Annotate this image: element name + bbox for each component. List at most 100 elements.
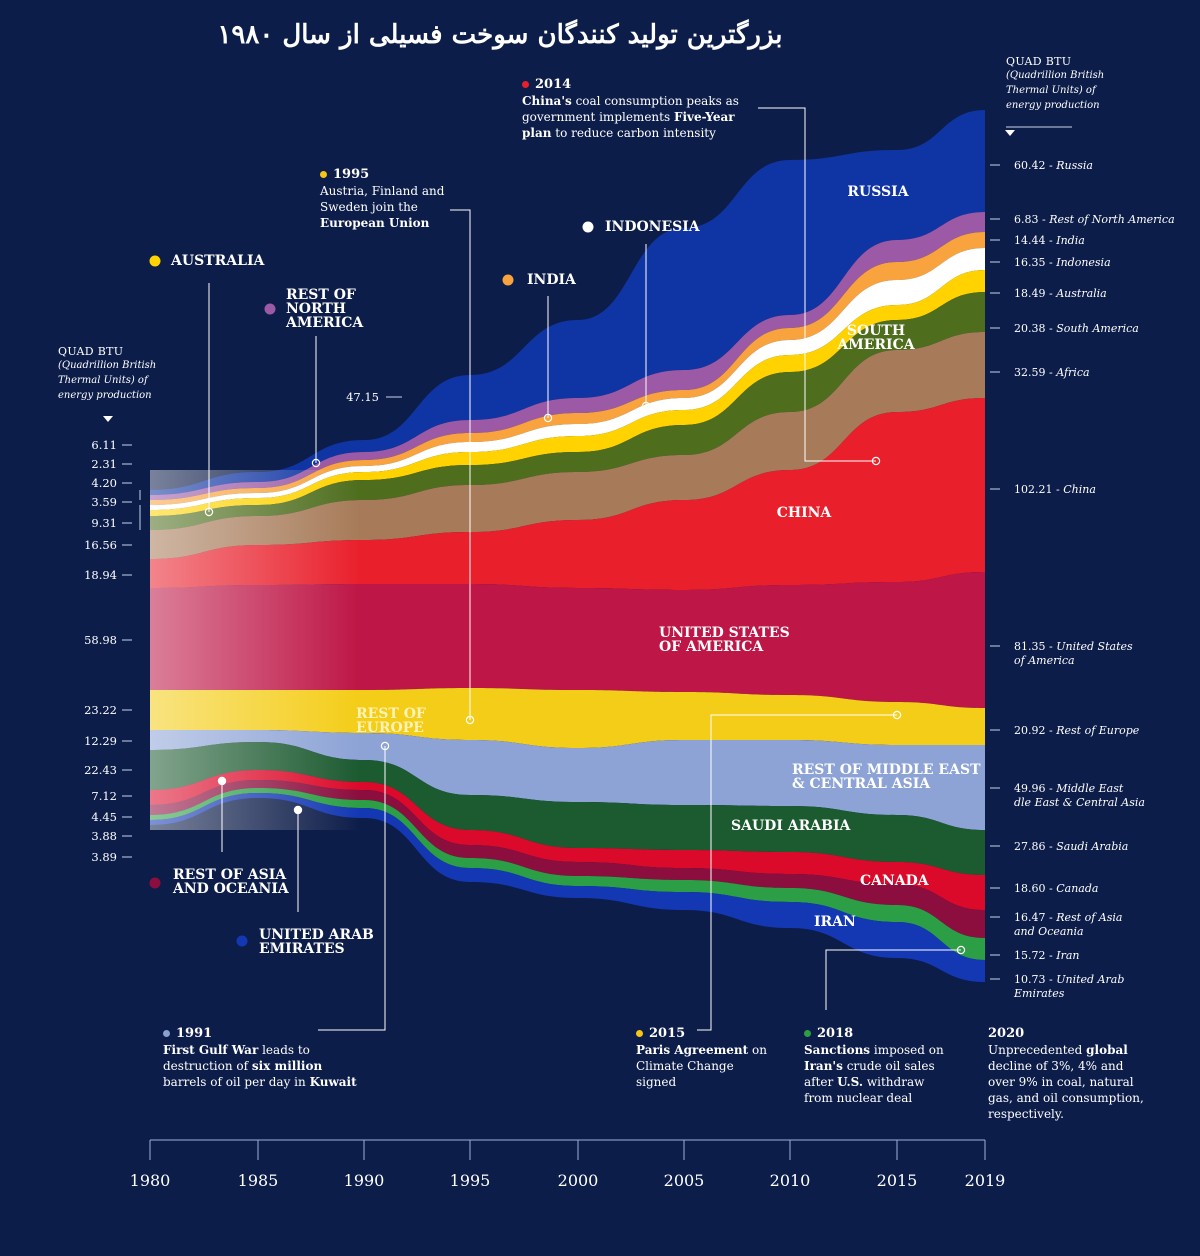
- left-value-africa: 16.56: [84, 538, 117, 552]
- leader-1991-endpoint: [380, 741, 390, 751]
- left-value-iran: 3.88: [91, 829, 117, 843]
- series-label-india: INDIA: [527, 272, 577, 288]
- series-label-uae: UNITED ARAB EMIRATES: [259, 927, 374, 957]
- right-value-rest_me: 49.96 - Middle East dle East & Central As…: [1014, 782, 1145, 809]
- right-unit-heading: QUAD BTU (Quadrillion British Thermal Un…: [1006, 55, 1116, 113]
- right-value-rest_eu: 20.92 - Rest of Europe: [1014, 724, 1140, 737]
- leader-rest-asia-endpoint: [217, 776, 227, 786]
- annotation-dot: [804, 1030, 811, 1037]
- left-value-indonesia: 4.20: [91, 476, 117, 490]
- annotation-dot: [522, 81, 529, 88]
- annotation-year: 1995: [333, 167, 370, 182]
- legend-dot-indonesia: [582, 221, 594, 233]
- annotation-text: First Gulf War leads to destruction of s…: [163, 1043, 357, 1089]
- leader-lines: [204, 107, 966, 1031]
- right-unit-desc: (Quadrillion British Thermal Units) of e…: [1006, 70, 1105, 111]
- legend-dot-rest_na: [264, 303, 276, 315]
- left-value-australia: 3.59: [91, 495, 117, 509]
- right-value-rest_asia: 16.47 - Rest of Asia and Oceania: [1014, 911, 1122, 938]
- series-label-south_america: SOUTH AMERICA: [836, 323, 915, 353]
- left-value-canada: 7.12: [91, 789, 117, 803]
- annotation-year: 2018: [817, 1026, 854, 1041]
- early-years-fade: [150, 470, 360, 830]
- left-value-usa: 58.98: [84, 633, 117, 647]
- x-tick-label: 2000: [558, 1171, 599, 1190]
- annotation-year: 2015: [649, 1026, 686, 1041]
- annotation-year: 1991: [176, 1026, 213, 1041]
- right-value-usa: 81.35 - United States of America: [1014, 640, 1133, 667]
- leader-1991: [318, 746, 386, 1031]
- x-tick-label: 2015: [877, 1171, 918, 1190]
- x-tick-label: 1980: [130, 1171, 171, 1190]
- leader-rest-na-endpoint: [311, 458, 321, 468]
- leader-uae-endpoint: [293, 805, 303, 815]
- right-value-rest_na: 6.83 - Rest of North America: [1014, 213, 1175, 226]
- left-unit-heading: QUAD BTU (Quadrillion British Thermal Un…: [58, 345, 168, 403]
- x-tick-label: 2005: [664, 1171, 705, 1190]
- series-labels: RUSSIA REST OF NORTH AMERICA INDIA INDONESIA A…: [149, 184, 981, 957]
- annotation-2020: 2020 Unprecedented global decline of 3%, …: [988, 1025, 1148, 1122]
- series-label-russia: RUSSIA: [847, 184, 909, 200]
- annotation-text: Sanctions imposed on Iran's crude oil sa…: [804, 1043, 944, 1105]
- stream-russia: [150, 110, 985, 495]
- right-value-indonesia: 16.35 - Indonesia: [1014, 256, 1111, 269]
- right-value-iran: 15.72 - Iran: [1014, 949, 1079, 962]
- left-value-labels: 6.11 2.31 4.20 3.59 9.31 16.56 18.94 58.98 23.22…: [84, 416, 141, 864]
- leader-2015-endpoint: [892, 710, 902, 720]
- series-label-canada: CANADA: [860, 873, 930, 889]
- left-value-rest_na: 6.11: [91, 438, 117, 452]
- annotation-1995: 1995 Austria, Finland and Sweden join the…: [320, 166, 460, 231]
- annotation-text: Paris Agreement on Climate Change signed: [636, 1043, 767, 1089]
- right-value-uae: 10.73 - United Arab Emirates: [1013, 973, 1124, 1000]
- stream-rest_na: [150, 212, 985, 500]
- leader-2018: [825, 949, 961, 1010]
- x-tick-label: 2019: [965, 1171, 1006, 1190]
- leader-australia-endpoint: [204, 507, 214, 517]
- left-value-china: 18.94: [84, 568, 117, 582]
- legend-dot-australia: [149, 255, 161, 267]
- series-label-rest_me: REST OF MIDDLE EAST & CENTRAL ASIA: [792, 762, 981, 792]
- leader-1995: [450, 209, 471, 720]
- annotation-year: 2014: [535, 77, 572, 92]
- annotation-dot: [636, 1030, 643, 1037]
- leader-indonesia-endpoint: [641, 401, 651, 411]
- leader-2014: [758, 107, 876, 462]
- legend-dot-india: [502, 274, 514, 286]
- leader-2015: [697, 714, 897, 1031]
- annotation-2018: 2018 Sanctions imposed on Iran's crude oi…: [804, 1025, 954, 1106]
- right-value-australia: 18.49 - Australia: [1014, 287, 1107, 300]
- left-value-south_america: 9.31: [91, 516, 117, 530]
- chart-title: بزرگترین تولید کنندگان سوخت فسیلی از سال…: [217, 20, 783, 50]
- series-label-australia: AUSTRALIA: [170, 253, 265, 269]
- annotation-text: Austria, Finland and Sweden join the Eur…: [320, 184, 445, 230]
- series-label-rest_asia: REST OF ASIA AND OCEANIA: [172, 867, 290, 897]
- left-value-rest_eu: 23.22: [84, 703, 117, 717]
- annotation-year: 2020: [988, 1026, 1025, 1041]
- series-label-indonesia: INDONESIA: [605, 219, 701, 235]
- series-label-iran: IRAN: [814, 914, 856, 930]
- left-unit-label: QUAD BTU: [58, 345, 124, 358]
- leader-india-endpoint: [543, 413, 553, 423]
- right-value-labels: 60.42 - Russia 6.83 - Rest of North Ameri…: [990, 126, 1175, 1000]
- series-label-saudi: SAUDI ARABIA: [731, 818, 851, 834]
- series-label-china: CHINA: [777, 505, 833, 521]
- series-label-rest_na: REST OF NORTH AMERICA: [285, 287, 364, 331]
- stream-uae: [150, 793, 985, 982]
- annotation-dot: [320, 171, 327, 178]
- series-label-rest_eu: REST OF EUROPE: [356, 706, 426, 736]
- left-value-uae: 3.89: [91, 850, 117, 864]
- left-value-india: 2.31: [91, 457, 117, 471]
- annotation-2014: 2014 China's coal consumption peaks as go…: [522, 76, 752, 141]
- right-value-china: 102.21 - China: [1014, 483, 1096, 496]
- right-value-saudi: 27.86 - Saudi Arabia: [1014, 840, 1128, 853]
- x-tick-label: 1990: [344, 1171, 385, 1190]
- x-tick-label: 1995: [450, 1171, 491, 1190]
- legend-dot-uae: [236, 935, 248, 947]
- annotation-text: Unprecedented global decline of 3%, 4% a…: [988, 1043, 1144, 1121]
- left-value-rest_asia: 4.45: [91, 810, 117, 824]
- x-tick-label: 2010: [770, 1171, 811, 1190]
- series-label-usa: UNITED STATES OF AMERICA: [659, 625, 790, 655]
- right-value-africa: 32.59 - Africa: [1014, 366, 1090, 379]
- leader-2014-endpoint: [871, 456, 881, 466]
